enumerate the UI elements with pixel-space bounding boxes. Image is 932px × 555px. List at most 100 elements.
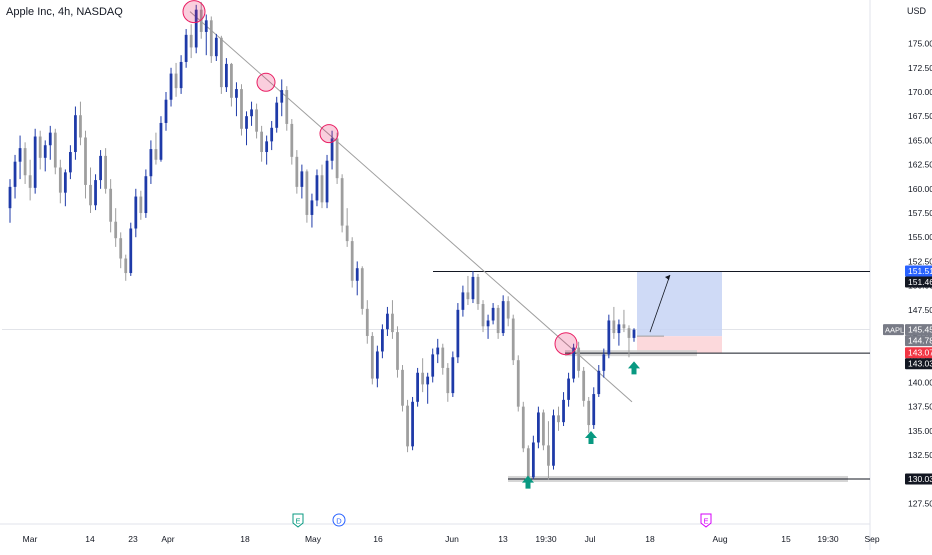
candle [542, 409, 545, 451]
candle [506, 296, 510, 327]
trade-zones [637, 271, 722, 353]
candle-body [501, 301, 505, 334]
candle-body [134, 196, 138, 229]
candle [114, 208, 118, 247]
candle [396, 326, 399, 378]
candle [547, 421, 550, 480]
candle-body [547, 445, 550, 466]
currency-label: USD [907, 6, 927, 16]
candle [129, 222, 133, 276]
candle-body [315, 175, 319, 201]
candle-body [486, 320, 490, 327]
candle-body [230, 63, 233, 98]
candle-body [164, 99, 168, 123]
candle-body [305, 171, 309, 215]
y-tick-label: 155.00 [908, 232, 932, 242]
candle [305, 169, 309, 223]
candle-body [13, 161, 17, 187]
touch-point-circle [182, 0, 206, 24]
candle [94, 174, 97, 211]
candle [587, 396, 591, 433]
candle [330, 130, 334, 170]
candle-body [607, 320, 611, 355]
candle [23, 142, 27, 184]
candle [84, 130, 87, 199]
candle [531, 435, 535, 480]
candle-body [104, 155, 107, 189]
candle-body [270, 127, 274, 142]
candle [235, 82, 238, 117]
candle [355, 261, 359, 296]
candle-body [491, 307, 495, 321]
event-marker: E [292, 513, 304, 528]
candle [471, 271, 475, 304]
price-label-text: 143.03 [908, 359, 932, 369]
candle [340, 174, 344, 233]
price-label-text: 145.45 [908, 325, 932, 335]
projection-arrow [649, 274, 671, 333]
candle-body [275, 102, 279, 128]
trendline [189, 11, 633, 403]
price-label-badge [905, 335, 932, 347]
price-label: 145.45 [905, 324, 932, 336]
candle-body [114, 221, 118, 239]
candle [139, 190, 143, 220]
candle [521, 401, 525, 453]
candle-body [396, 332, 399, 370]
candle-body [285, 90, 289, 124]
candle-body [365, 308, 369, 336]
price-label: 130.03 [905, 473, 932, 485]
candle [18, 135, 22, 180]
candle-body [63, 172, 67, 193]
time-axis[interactable]: Mar 14 23 Apr 18 May 16 Jun 13 19:30 Jul 18 Aug 15 19:… [23, 534, 880, 544]
candle [194, 4, 198, 54]
candle [58, 159, 62, 204]
candle-body [345, 225, 349, 242]
candle [209, 16, 213, 63]
candle-body [481, 304, 485, 327]
candle-body [38, 136, 42, 158]
touch-point-circle [319, 124, 339, 144]
candle [285, 86, 289, 131]
candle [391, 300, 394, 339]
price-label: 143.07 [905, 347, 932, 359]
earnings-icon [700, 513, 712, 528]
candle [552, 409, 555, 470]
candle-body [375, 351, 379, 379]
candle-body [451, 357, 455, 394]
candle [486, 314, 490, 339]
price-label-badge [905, 473, 932, 485]
candle [320, 164, 324, 209]
candle [441, 343, 445, 375]
candle [149, 140, 153, 184]
candle-body [209, 20, 213, 57]
candle [119, 232, 123, 269]
candle [401, 365, 404, 412]
candle [240, 84, 243, 136]
y-tick-label: 157.50 [908, 208, 932, 218]
candle [219, 35, 223, 94]
candle-body [360, 268, 364, 309]
candle [421, 358, 425, 393]
candle [300, 164, 304, 199]
candle-body [597, 370, 601, 395]
symbol-badge: AAPL [883, 324, 904, 336]
candle-body [58, 167, 62, 193]
candle-body [194, 9, 198, 48]
candle-body [99, 155, 102, 181]
candle-body [526, 448, 530, 478]
touch-point-circle [256, 72, 276, 92]
price-label: 144.78 [905, 335, 932, 347]
x-tick-label: Apr [161, 534, 174, 544]
candle-body [325, 160, 329, 203]
candle [446, 363, 450, 402]
candle-body [391, 313, 394, 333]
candle-body [461, 292, 465, 310]
candle-body [632, 329, 636, 338]
candle-body [587, 400, 591, 426]
price-label-badge [905, 324, 932, 336]
candle [381, 324, 384, 359]
candle [451, 351, 455, 397]
